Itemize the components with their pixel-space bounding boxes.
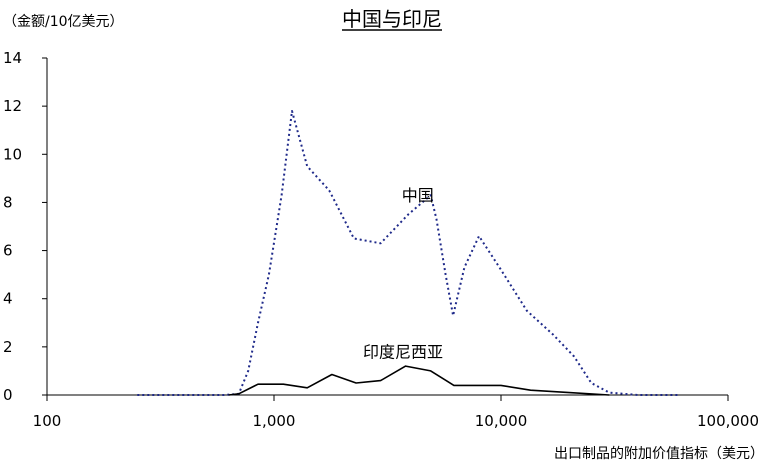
y-tick-label: 6 bbox=[3, 242, 13, 260]
y-tick-label: 12 bbox=[3, 97, 22, 115]
y-axis-label: （金额/10亿美元） bbox=[3, 14, 124, 30]
axes: 0 2 4 6 8 10 12 14 100 1,000 10,000 100,000 bbox=[3, 49, 759, 430]
x-tick-label: 1,000 bbox=[253, 412, 296, 430]
y-tick-label: 8 bbox=[3, 193, 13, 211]
series-line-indonesia bbox=[228, 365, 610, 396]
x-tick-label: 10,000 bbox=[475, 412, 528, 430]
x-tick-label: 100,000 bbox=[697, 412, 759, 430]
series-annotation: 印度尼西亚 bbox=[363, 343, 443, 362]
y-tick-label: 14 bbox=[3, 49, 22, 67]
series-layer bbox=[137, 110, 678, 396]
y-tick-label: 2 bbox=[3, 338, 13, 356]
y-tick-label: 10 bbox=[3, 145, 22, 163]
y-tick-label: 4 bbox=[3, 290, 13, 308]
x-tick-label: 100 bbox=[33, 412, 62, 430]
x-axis-label: 出口制品的附加价值指标（美元） bbox=[554, 446, 764, 462]
series-annotation: 中国 bbox=[402, 186, 434, 205]
y-tick-label: 0 bbox=[3, 386, 13, 404]
chart-title: 中国与印尼 bbox=[342, 7, 442, 31]
